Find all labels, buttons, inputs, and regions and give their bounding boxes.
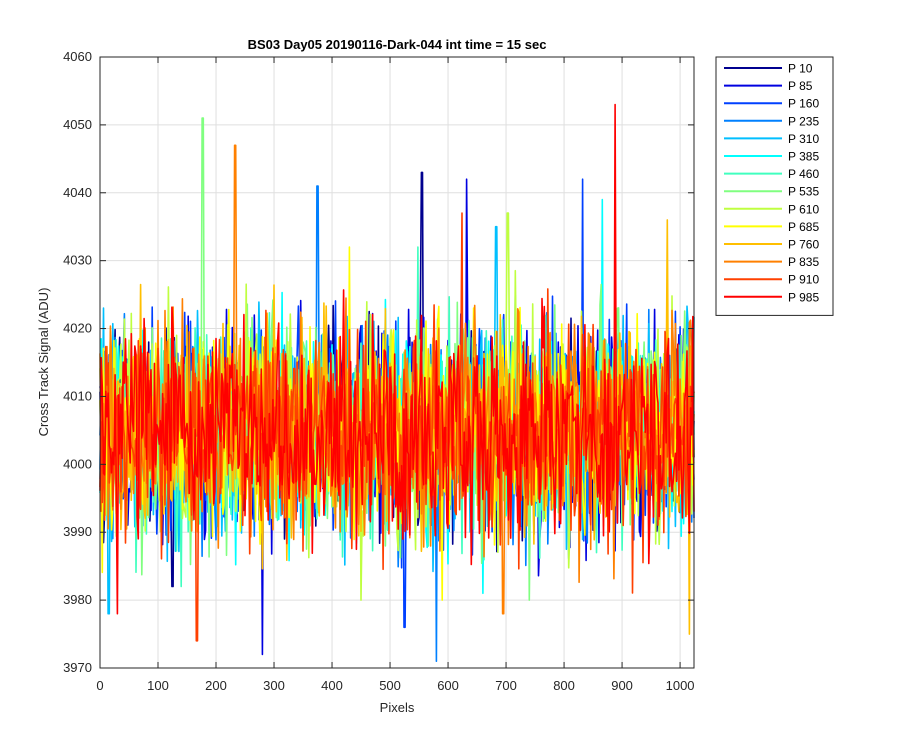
legend-entry: P 235 bbox=[788, 114, 819, 128]
series-line-p985 bbox=[99, 103, 695, 615]
legend-entry: P 535 bbox=[788, 185, 819, 199]
legend-entry: P 760 bbox=[788, 238, 819, 252]
x-tick-label: 700 bbox=[495, 678, 517, 693]
legend-entry: P 610 bbox=[788, 202, 819, 216]
x-tick-label: 0 bbox=[96, 678, 103, 693]
y-axis-label: Cross Track Signal (ADU) bbox=[36, 288, 51, 437]
legend-entry: P 910 bbox=[788, 273, 819, 287]
y-tick-label: 3970 bbox=[63, 660, 92, 675]
y-tick-label: 4050 bbox=[63, 117, 92, 132]
y-tick-label: 3980 bbox=[63, 592, 92, 607]
y-tick-label: 4040 bbox=[63, 185, 92, 200]
x-tick-label: 100 bbox=[147, 678, 169, 693]
legend-entry: P 10 bbox=[788, 62, 813, 76]
y-tick-label: 4000 bbox=[63, 456, 92, 471]
legend-entry: P 160 bbox=[788, 97, 819, 111]
x-tick-label: 300 bbox=[263, 678, 285, 693]
x-tick-label: 600 bbox=[437, 678, 459, 693]
y-axis-ticks: 3970 3980 3990 4000 4010 4020 4030 4040 4050 4060 bbox=[63, 49, 694, 675]
chart-title: BS03 Day05 20190116-Dark-044 int time = … bbox=[248, 37, 547, 52]
legend-entry: P 85 bbox=[788, 79, 813, 93]
x-tick-label: 400 bbox=[321, 678, 343, 693]
legend-entry: P 385 bbox=[788, 150, 819, 164]
legend: P 10 P 85 P 160 P 235 P 310 P 385 P 460 P 535 P … bbox=[715, 56, 834, 316]
legend-entry: P 985 bbox=[788, 290, 819, 304]
x-axis-ticks: 0 100 200 300 400 500 600 700 800 900 1000 bbox=[96, 57, 695, 693]
x-tick-label: 200 bbox=[205, 678, 227, 693]
x-tick-label: 900 bbox=[611, 678, 633, 693]
x-tick-label: 800 bbox=[553, 678, 575, 693]
y-tick-label: 3990 bbox=[63, 524, 92, 539]
legend-entry: P 460 bbox=[788, 167, 819, 181]
plot-frame bbox=[99, 56, 695, 669]
legend-entry: P 310 bbox=[788, 132, 819, 146]
y-tick-label: 4010 bbox=[63, 388, 92, 403]
y-tick-label: 4060 bbox=[63, 49, 92, 64]
legend-entry: P 685 bbox=[788, 220, 819, 234]
legend-box bbox=[715, 56, 834, 316]
y-tick-label: 4030 bbox=[63, 253, 92, 268]
series-layer bbox=[99, 103, 695, 663]
x-tick-label: 1000 bbox=[666, 678, 695, 693]
x-tick-label: 500 bbox=[379, 678, 401, 693]
legend-entry: P 835 bbox=[788, 255, 819, 269]
y-tick-label: 4020 bbox=[63, 321, 92, 336]
x-axis-label: Pixels bbox=[380, 700, 415, 715]
